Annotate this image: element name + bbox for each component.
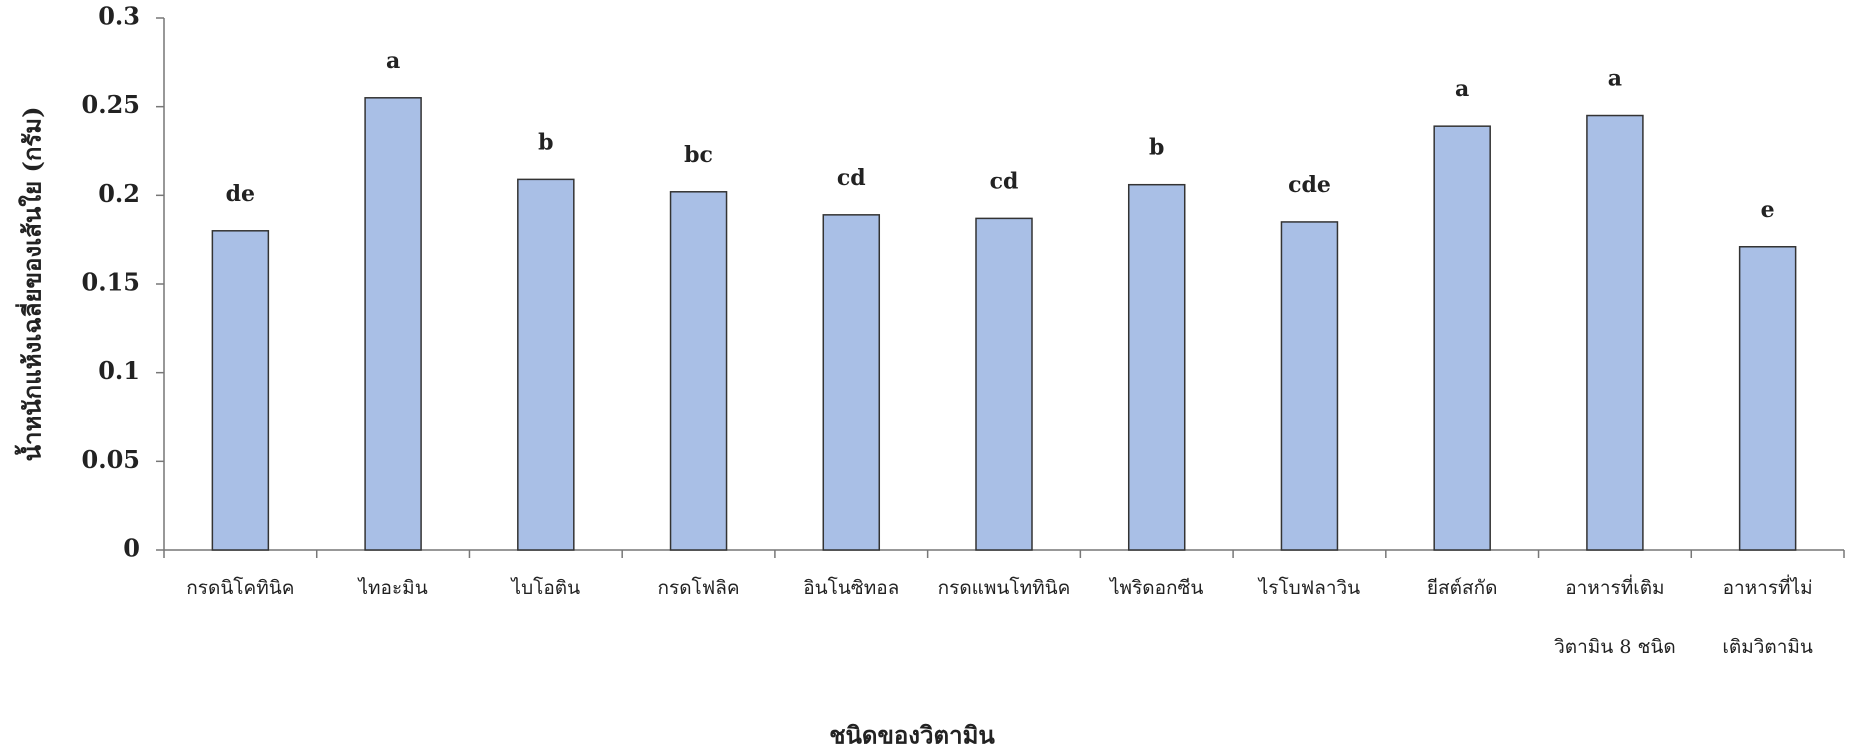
bar-annotation: e — [1761, 197, 1775, 223]
bar — [823, 215, 879, 550]
x-tick-label: อินโนซิทอล — [803, 576, 899, 599]
x-tick-label: กรดนิโคทินิค — [186, 576, 294, 599]
x-tick-label: ไทอะมิน — [356, 577, 427, 599]
bar — [671, 192, 727, 550]
bar-annotation: b — [538, 129, 553, 155]
y-tick-label: 0.25 — [82, 90, 140, 119]
bar — [1434, 126, 1490, 550]
bar-annotation: cd — [990, 168, 1019, 194]
chart: ชนิดของวิตามิน น้ำหนักแห้งเฉลี่ยของเส้นใ… — [0, 0, 1859, 755]
y-tick-label: 0 — [123, 534, 140, 563]
x-tick-label: ไรโบฟลาวิน — [1257, 576, 1360, 599]
x-tick-label: ไบโอติน — [510, 576, 581, 599]
y-tick-label: 0.05 — [82, 445, 140, 474]
bar-annotation: cd — [837, 165, 866, 191]
bar-annotation: bc — [684, 142, 713, 168]
x-tick-label: อาหารที่เติมวิตามิน 8 ชนิด — [1554, 574, 1676, 658]
x-tick-label: กรดแพนโททินิค — [938, 576, 1071, 599]
x-axis-title: ชนิดของวิตามิน — [829, 721, 995, 750]
y-axis-title: น้ำหนักแห้งเฉลี่ยของเส้นใย (กรัม) — [14, 107, 47, 462]
x-tick-label: กรดโฟลิค — [658, 576, 740, 599]
y-tick-label: 0.15 — [82, 268, 140, 297]
bar-annotation: a — [386, 48, 400, 74]
bar-annotation: cde — [1288, 172, 1331, 198]
bar — [1587, 116, 1643, 550]
x-tick-label: อาหารที่ไม่เติมวิตามิน — [1722, 574, 1813, 658]
bar — [1281, 222, 1337, 550]
bar-annotation: b — [1149, 135, 1164, 161]
bar — [1740, 247, 1796, 550]
bar-annotation: a — [1608, 66, 1622, 92]
bar-annotation: a — [1455, 76, 1469, 102]
bar — [976, 218, 1032, 550]
y-tick-label: 0.1 — [98, 356, 140, 385]
bar — [365, 98, 421, 550]
bar — [518, 179, 574, 550]
bar — [1129, 185, 1185, 550]
x-tick-label: ไพริดอกซีน — [1108, 577, 1203, 599]
bar-annotation: de — [226, 181, 255, 207]
y-tick-label: 0.2 — [98, 179, 140, 208]
y-tick-label: 0.3 — [98, 2, 140, 31]
x-tick-label: ยีสต์สกัด — [1427, 577, 1498, 599]
bar — [212, 231, 268, 550]
